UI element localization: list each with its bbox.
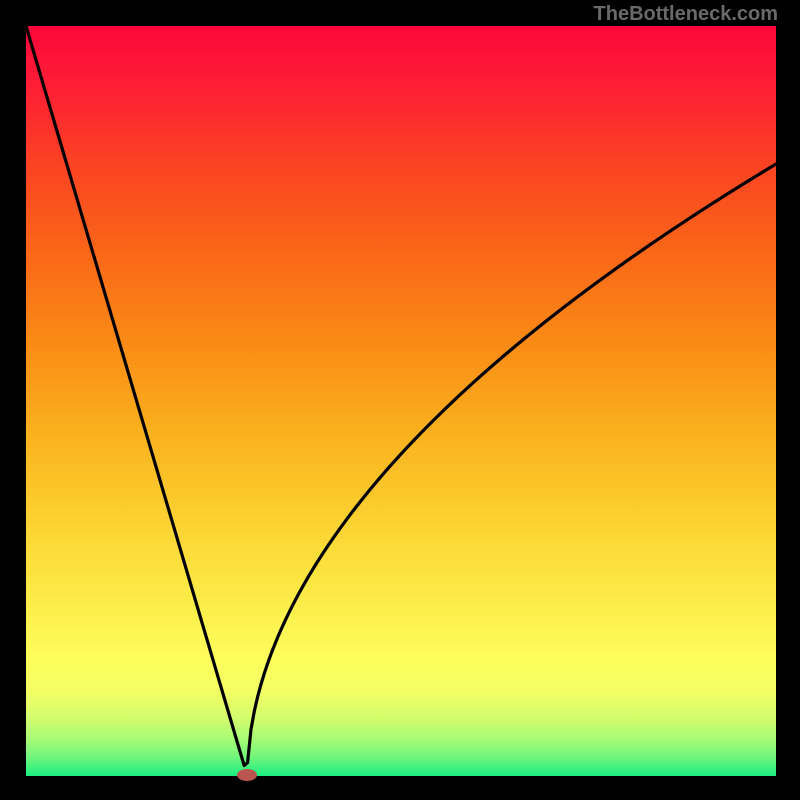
chart-container: TheBottleneck.com [0,0,800,800]
bottleneck-curve [26,26,776,766]
curve-overlay [26,26,776,776]
watermark-text: TheBottleneck.com [594,3,778,26]
plot-area [26,26,776,776]
minimum-marker [237,769,257,781]
